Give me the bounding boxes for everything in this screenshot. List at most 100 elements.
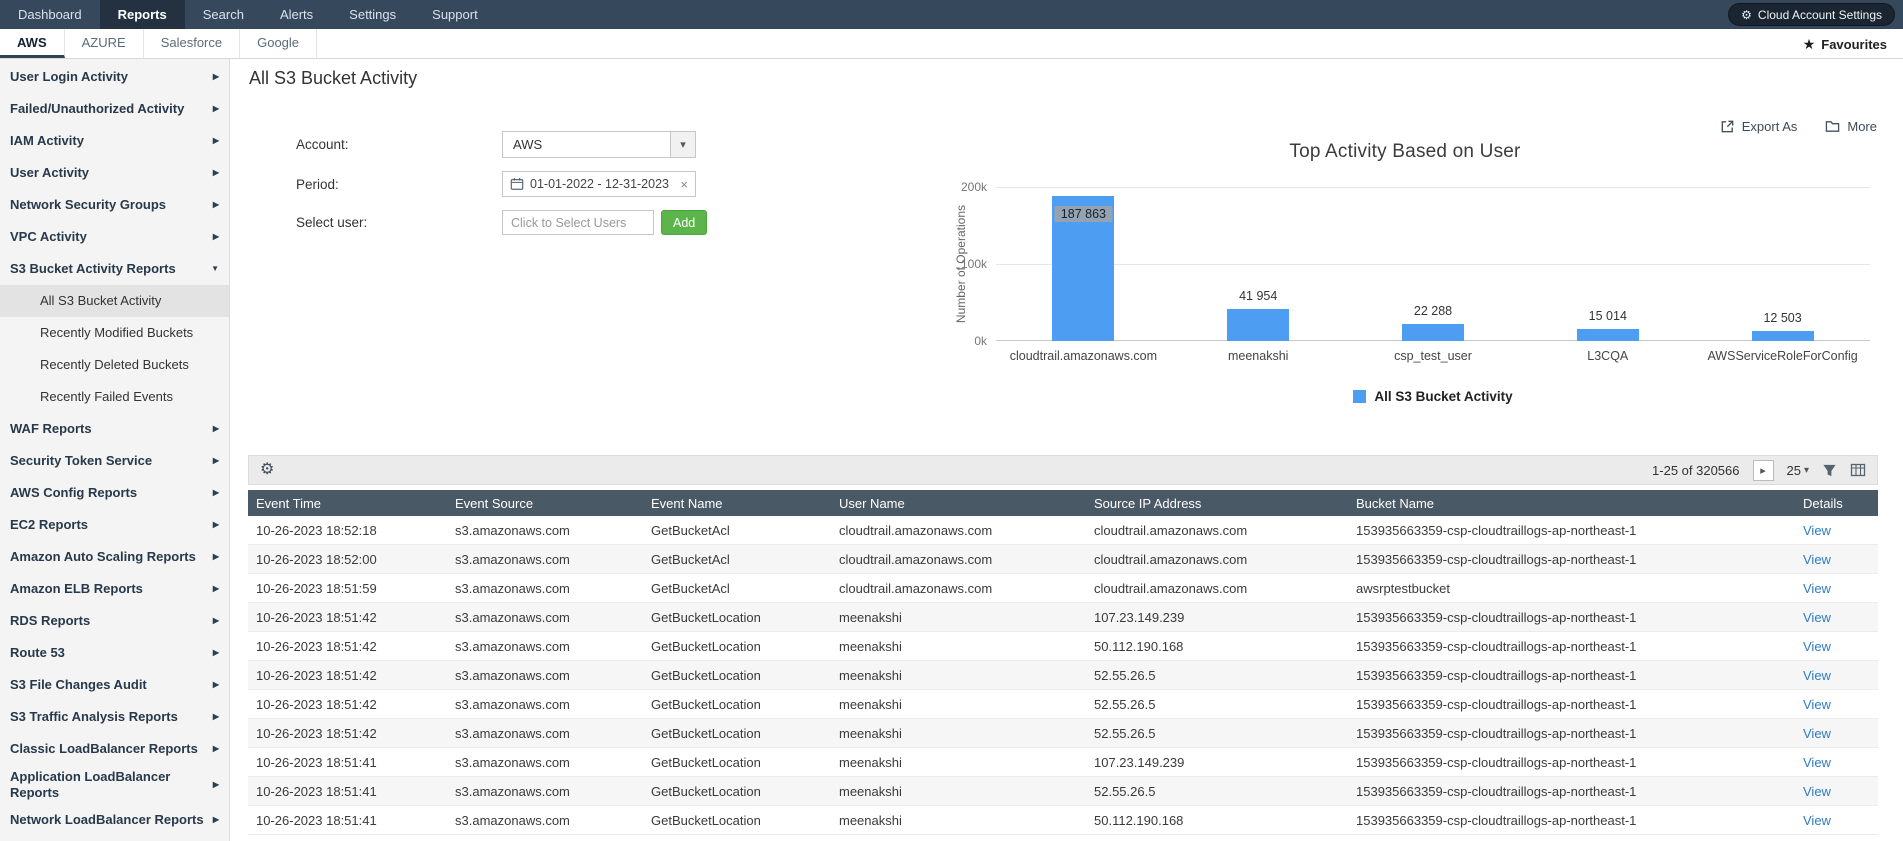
sidebar-item-amazon-auto-scaling-reports[interactable]: Amazon Auto Scaling Reports ▶	[0, 541, 229, 573]
details-cell: View	[1795, 697, 1878, 712]
reports-sidebar: User Login Activity ▶ Failed/Unauthorized …	[0, 59, 230, 841]
column-header-event-name[interactable]: Event Name	[651, 495, 723, 511]
sidebar-item-ec2-reports[interactable]: EC2 Reports ▶	[0, 509, 229, 541]
table-cell: 153935663359-csp-cloudtraillogs-ap-north…	[1356, 696, 1637, 712]
column-header-source-ip-address[interactable]: Source IP Address	[1094, 495, 1202, 511]
sidebar-item-s3-bucket-activity-reports[interactable]: S3 Bucket Activity Reports ▼	[0, 253, 229, 285]
page-size-dropdown[interactable]: 25 ▾	[1787, 463, 1810, 478]
subnav-tab-aws[interactable]: AWS	[0, 29, 65, 58]
sidebar-item-label: EC2 Reports	[10, 517, 89, 533]
table-cell: 10-26-2023 18:51:42	[256, 667, 377, 683]
table-cell: cloudtrail.amazonaws.com	[1094, 551, 1248, 567]
topnav-tab-settings[interactable]: Settings	[349, 7, 397, 22]
sidebar-item-iam-activity[interactable]: IAM Activity ▶	[0, 125, 229, 157]
chart-bar-l3cqa[interactable]	[1576, 329, 1639, 341]
topnav-tab-alerts[interactable]: Alerts	[279, 7, 314, 22]
chevron-right-icon: ▶	[212, 616, 219, 626]
subnav-tab-azure[interactable]: AZURE	[65, 29, 144, 58]
table-cell: s3.amazonaws.com	[455, 754, 570, 770]
sidebar-item-security-token-service[interactable]: Security Token Service ▶	[0, 445, 229, 477]
star-icon: ★	[1802, 35, 1816, 52]
table-cell: 107.23.149.239	[1094, 754, 1185, 770]
sidebar-item-all-s3-bucket-activity[interactable]: All S3 Bucket Activity	[0, 285, 229, 317]
sidebar-item-label: Amazon ELB Reports	[10, 581, 143, 597]
export-as-button[interactable]: Export As	[1720, 119, 1797, 134]
view-link[interactable]: View	[1803, 580, 1831, 596]
column-header-event-time[interactable]: Event Time	[256, 495, 322, 511]
view-link[interactable]: View	[1803, 522, 1831, 538]
column-header-details[interactable]: Details	[1803, 495, 1843, 511]
topnav-tab-dashboard[interactable]: Dashboard	[18, 7, 82, 22]
period-date-range-picker[interactable]: 01-01-2022 - 12-31-2023 ×	[502, 171, 696, 197]
view-link[interactable]: View	[1803, 812, 1831, 828]
filter-icon[interactable]	[1822, 463, 1837, 478]
gear-icon[interactable]: ⚙	[260, 461, 275, 478]
next-page-button[interactable]: ▸	[1752, 459, 1774, 481]
chart-bar-meenakshi[interactable]	[1227, 309, 1290, 341]
view-link[interactable]: View	[1803, 609, 1831, 625]
chart-bar-csp-test-user[interactable]	[1401, 324, 1464, 341]
subnav-tab-google[interactable]: Google	[240, 29, 318, 58]
column-chooser-icon[interactable]	[1850, 462, 1866, 478]
account-select[interactable]: AWS ▾	[502, 131, 696, 158]
sidebar-item-failed-unauthorized-activity[interactable]: Failed/Unauthorized Activity ▶	[0, 93, 229, 125]
topnav-tab-reports[interactable]: Reports	[99, 0, 185, 29]
sidebar-item-s3-traffic-analysis-reports[interactable]: S3 Traffic Analysis Reports ▶	[0, 701, 229, 733]
chart-legend[interactable]: All S3 Bucket Activity	[996, 389, 1870, 404]
details-cell: View	[1795, 581, 1878, 596]
select-users-input[interactable]	[502, 210, 654, 235]
sidebar-item-route-53[interactable]: Route 53 ▶	[0, 637, 229, 669]
sidebar-item-label: Amazon Auto Scaling Reports	[10, 549, 196, 565]
more-button[interactable]: More	[1825, 119, 1877, 134]
table-cell: s3.amazonaws.com	[455, 522, 570, 538]
topnav-tab-support[interactable]: Support	[432, 7, 478, 22]
gear-icon: ⚙	[1741, 7, 1752, 22]
chart-slot: 187 863	[996, 187, 1171, 341]
sidebar-item-network-security-groups[interactable]: Network Security Groups ▶	[0, 189, 229, 221]
sidebar-item-network-loadbalancer-reports[interactable]: Network LoadBalancer Reports ▶	[0, 804, 229, 836]
sidebar-item-recently-modified-buckets[interactable]: Recently Modified Buckets	[0, 317, 229, 349]
table-cell: GetBucketLocation	[651, 725, 761, 741]
sidebar-item-amazon-elb-reports[interactable]: Amazon ELB Reports ▶	[0, 573, 229, 605]
view-link[interactable]: View	[1803, 638, 1831, 654]
subnav-tab-salesforce[interactable]: Salesforce	[144, 29, 241, 58]
table-cell: s3.amazonaws.com	[455, 783, 570, 799]
view-link[interactable]: View	[1803, 754, 1831, 770]
sidebar-item-label: All S3 Bucket Activity	[40, 293, 162, 309]
sidebar-item-user-activity[interactable]: User Activity ▶	[0, 157, 229, 189]
sidebar-item-recently-deleted-buckets[interactable]: Recently Deleted Buckets	[0, 349, 229, 381]
sidebar-item-recently-failed-events[interactable]: Recently Failed Events	[0, 381, 229, 413]
view-link[interactable]: View	[1803, 551, 1831, 567]
sidebar-item-aws-config-reports[interactable]: AWS Config Reports ▶	[0, 477, 229, 509]
sidebar-item-application-loadbalancer-reports[interactable]: Application LoadBalancer Reports ▶	[0, 765, 229, 804]
sidebar-item-label: Recently Failed Events	[40, 389, 173, 405]
column-header-bucket-name[interactable]: Bucket Name	[1356, 495, 1435, 511]
table-cell: s3.amazonaws.com	[455, 696, 570, 712]
view-link[interactable]: View	[1803, 783, 1831, 799]
sidebar-item-s3-file-changes-audit[interactable]: S3 File Changes Audit ▶	[0, 669, 229, 701]
close-icon[interactable]: ×	[680, 176, 688, 192]
chart-bar-awsserviceroleforconfig[interactable]	[1751, 331, 1814, 341]
column-header-event-source[interactable]: Event Source	[455, 495, 534, 511]
view-link[interactable]: View	[1803, 696, 1831, 712]
column-header-user-name[interactable]: User Name	[839, 495, 905, 511]
view-link[interactable]: View	[1803, 725, 1831, 741]
table-cell: 10-26-2023 18:51:42	[256, 725, 377, 741]
x-axis-label: cloudtrail.amazonaws.com	[1009, 349, 1158, 363]
table-cell: 50.112.190.168	[1094, 812, 1184, 828]
sidebar-item-vpc-activity[interactable]: VPC Activity ▶	[0, 221, 229, 253]
sidebar-item-classic-loadbalancer-reports[interactable]: Classic LoadBalancer Reports ▶	[0, 733, 229, 765]
table-cell: 153935663359-csp-cloudtraillogs-ap-north…	[1356, 551, 1637, 567]
sidebar-item-waf-reports[interactable]: WAF Reports ▶	[0, 413, 229, 445]
sidebar-item-user-login-activity[interactable]: User Login Activity ▶	[0, 61, 229, 93]
sidebar-item-label: Failed/Unauthorized Activity	[10, 101, 185, 117]
topnav-tab-search[interactable]: Search	[202, 7, 244, 22]
table-cell: GetBucketAcl	[651, 580, 730, 596]
table-cell: s3.amazonaws.com	[455, 580, 570, 596]
cloud-account-settings-button[interactable]: ⚙ Cloud Account Settings	[1728, 3, 1895, 26]
view-link[interactable]: View	[1803, 667, 1831, 683]
add-user-button[interactable]: Add	[661, 210, 708, 235]
favourites-button[interactable]: ★ Favourites	[1803, 29, 1887, 59]
sidebar-item-rds-reports[interactable]: RDS Reports ▶	[0, 605, 229, 637]
